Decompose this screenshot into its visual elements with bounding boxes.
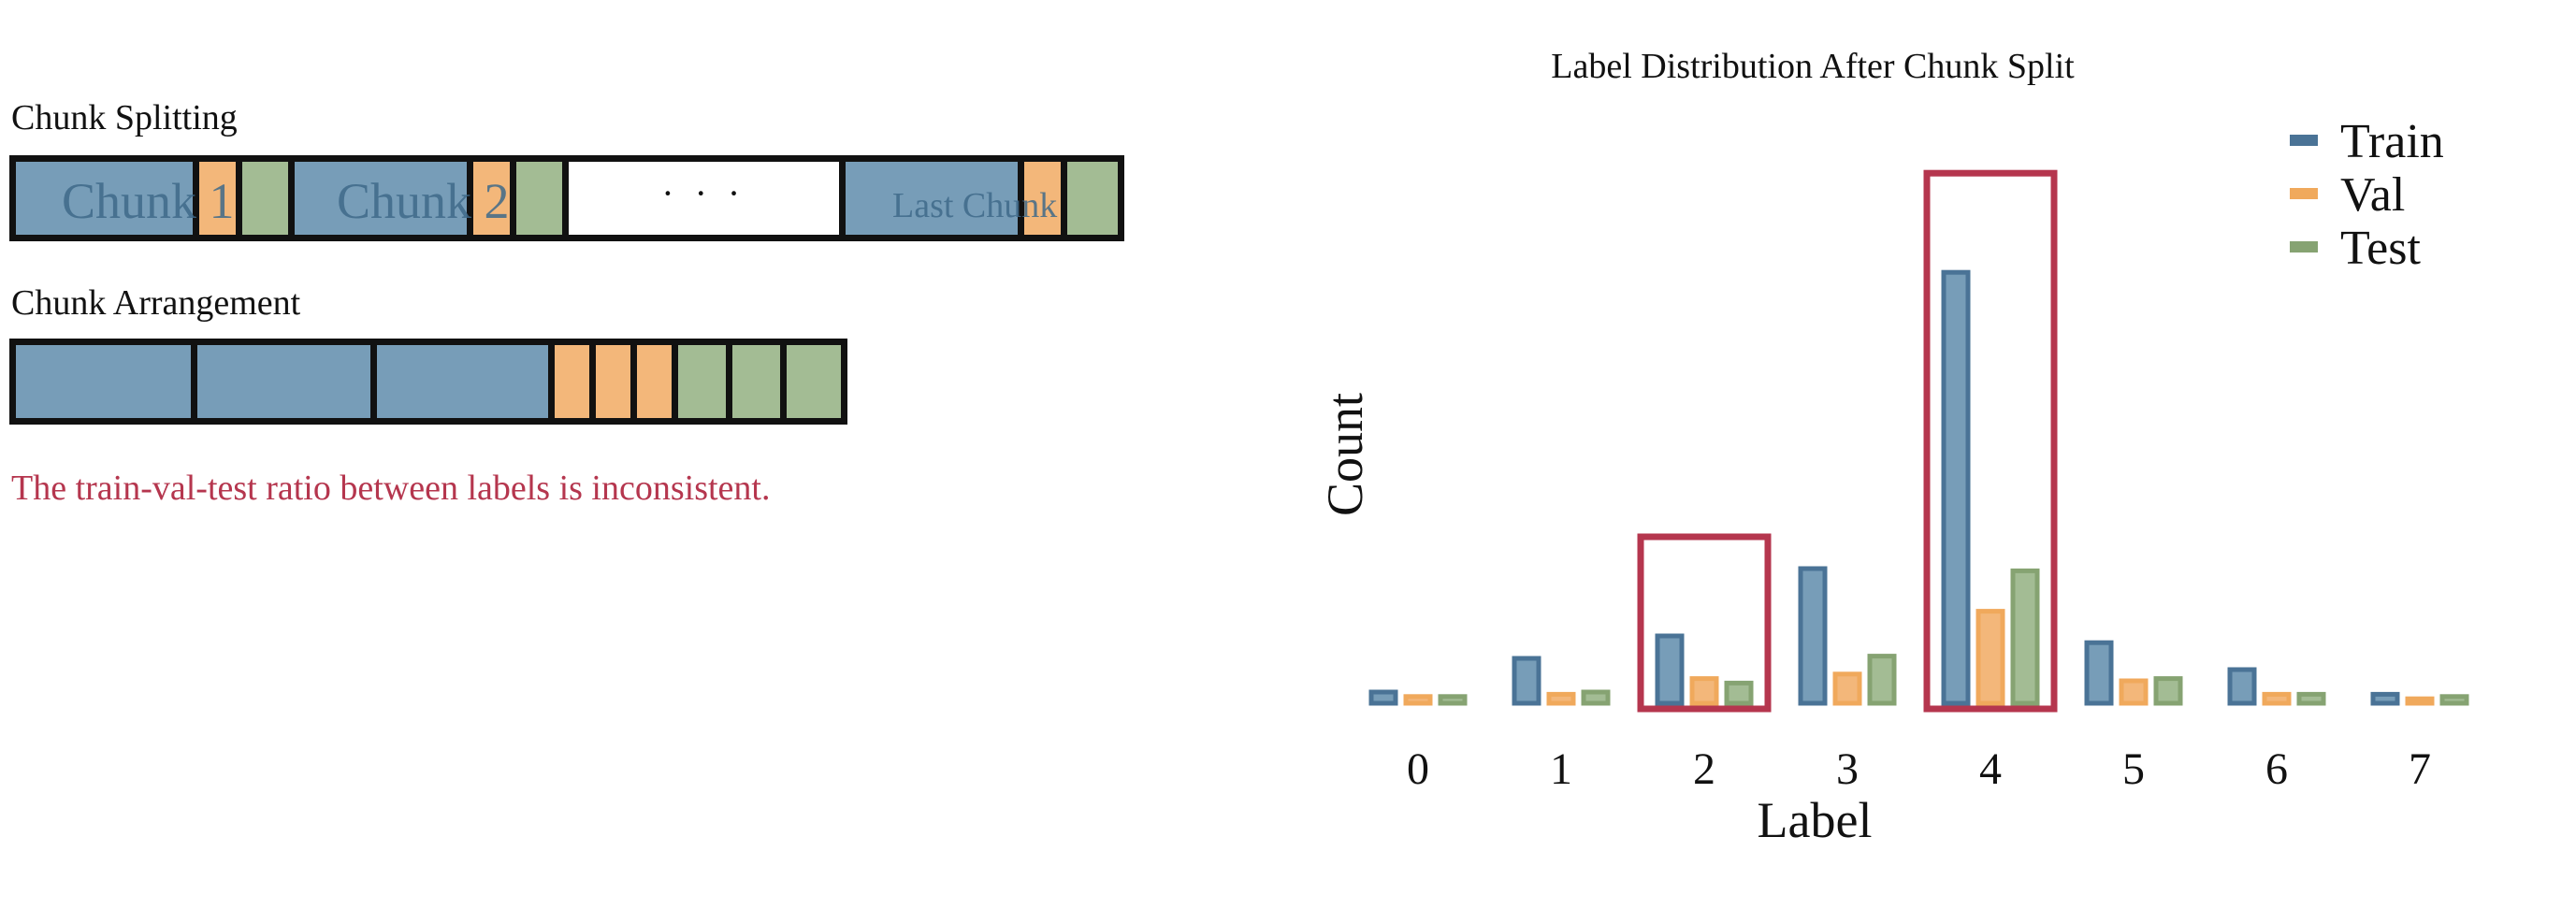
bar-train-label-1 [1512, 656, 1541, 706]
x-axis-label: Label [1758, 792, 1873, 848]
inconsistency-warning: The train-val-test ratio between labels … [11, 469, 771, 508]
bar-test-label-1 [1581, 689, 1611, 706]
x-tick-0: 0 [1407, 744, 1429, 794]
legend-label-train: Train [2340, 115, 2444, 168]
highlight-boxes [1637, 169, 2058, 713]
bar-val-label-2 [1689, 676, 1719, 706]
x-tick-4: 4 [1979, 744, 2002, 794]
highlight-box-label-2 [1637, 533, 1772, 713]
highlight-box-label-4 [1923, 169, 2058, 713]
chunk-arrangement-label: Chunk Arrangement [11, 283, 301, 323]
chart-title: Label Distribution After Chunk Split [1551, 47, 2075, 86]
last-chunk-val-segment [1024, 162, 1068, 235]
chunk-1-test-segment [241, 162, 295, 235]
bar-test-label-2 [1724, 680, 1754, 706]
bar-train-label-5 [2084, 640, 2114, 706]
legend-swatch-test [2290, 241, 2318, 252]
arranged-train-segment-1 [16, 345, 197, 418]
x-tick-5: 5 [2122, 744, 2145, 794]
bar-train-label-2 [1655, 633, 1685, 706]
arranged-train-segment-2 [197, 345, 377, 418]
bar-test-label-4 [2010, 568, 2040, 706]
y-axis-label: Count [1317, 393, 1373, 516]
arranged-val-segment-1 [555, 345, 596, 418]
last-chunk-train-segment [845, 162, 1025, 235]
bar-train-label-6 [2227, 667, 2257, 706]
bar-val-label-0 [1403, 694, 1433, 706]
chunk-2-val-segment [473, 162, 517, 235]
legend-label-val: Val [2340, 168, 2405, 222]
bar-test-label-3 [1867, 654, 1897, 706]
legend-swatch-train [2290, 135, 2318, 146]
bar-train-label-4 [1941, 269, 1971, 706]
x-tick-7: 7 [2409, 744, 2431, 794]
legend-label-test: Test [2340, 222, 2421, 275]
x-tick-2: 2 [1693, 744, 1715, 794]
x-tick-3: 3 [1836, 744, 1859, 794]
bar-val-label-3 [1832, 671, 1862, 706]
arranged-test-segment-1 [678, 345, 732, 418]
bar-train-label-3 [1798, 566, 1828, 706]
bar-test-label-7 [2439, 694, 2469, 706]
bar-val-label-7 [2405, 696, 2435, 706]
arranged-test-segment-2 [732, 345, 787, 418]
chunk-2-train-segment [294, 162, 474, 235]
last-chunk-test-segment [1067, 162, 1119, 235]
ellipsis-text: · · · [661, 172, 746, 214]
chunk-1-train-segment [16, 162, 199, 235]
chunk-1-val-segment [198, 162, 242, 235]
bar-val-label-6 [2262, 691, 2292, 706]
bar-train-label-0 [1368, 689, 1398, 706]
bar-val-label-1 [1546, 691, 1576, 706]
chunk-2-test-segment [516, 162, 570, 235]
x-tick-labels: 0 1 2 3 4 5 6 7 [1407, 744, 2431, 794]
x-tick-1: 1 [1550, 744, 1572, 794]
arranged-val-segment-2 [596, 345, 637, 418]
bar-test-label-5 [2153, 676, 2183, 706]
ellipsis-segment: · · · [569, 162, 846, 235]
x-tick-6: 6 [2265, 744, 2288, 794]
bar-test-label-0 [1438, 694, 1468, 706]
arranged-test-segment-3 [787, 345, 841, 418]
arranged-val-segment-3 [637, 345, 678, 418]
chunk-splitting-bar: · · · [9, 155, 1124, 241]
bar-val-label-4 [1975, 609, 2005, 706]
bars-layer [1368, 269, 2469, 706]
bar-train-label-7 [2370, 691, 2400, 706]
arranged-train-segment-3 [377, 345, 555, 418]
legend-swatch-val [2290, 188, 2318, 199]
chunk-splitting-label: Chunk Splitting [11, 98, 238, 137]
bar-test-label-6 [2296, 691, 2326, 706]
chunk-arrangement-bar [9, 339, 847, 425]
bar-val-label-5 [2119, 678, 2149, 706]
